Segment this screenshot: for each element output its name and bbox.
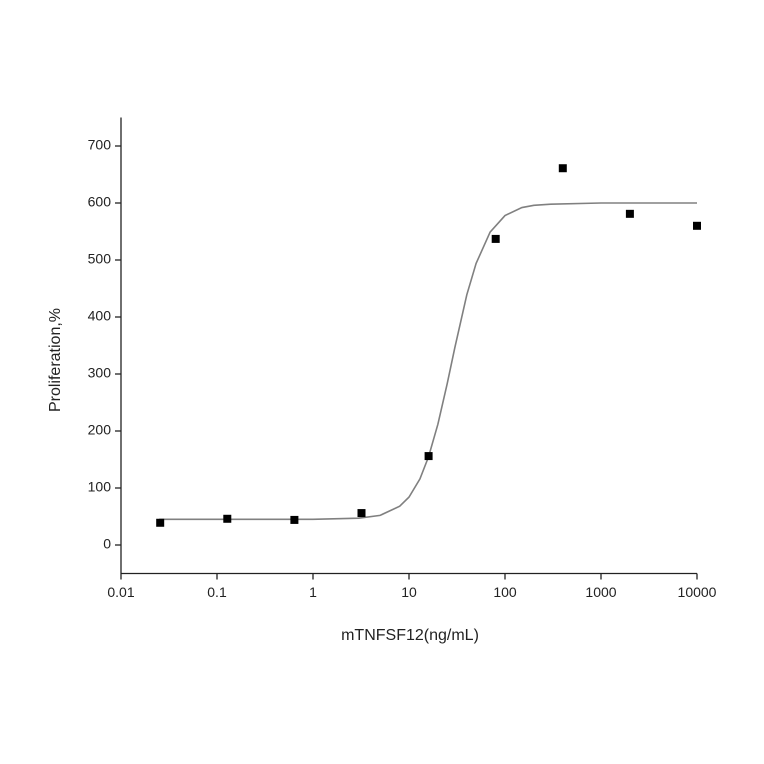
y-axis-title: Proliferation,% [47,308,64,412]
y-tick-label: 700 [88,137,112,153]
data-point [424,452,433,461]
x-tick-label: 1000 [585,584,616,600]
x-tick-label: 0.01 [107,584,134,600]
y-tick-label: 600 [88,194,112,210]
x-tick-label: 1 [309,584,317,600]
y-tick-label: 400 [88,308,112,324]
data-point [625,209,634,218]
y-tick-label: 500 [88,251,112,267]
data-point [558,164,567,173]
data-point [223,514,232,523]
x-axis-title: mTNFSF12(ng/mL) [341,627,479,644]
fit-curve [159,202,697,521]
x-tick-label: 10 [401,584,417,600]
data-point [491,234,500,243]
y-tick-label: 300 [88,365,112,381]
y-tick-label: 200 [88,422,112,438]
data-point [290,515,299,524]
data-point [693,221,701,230]
x-tick-label: 10000 [678,584,717,600]
x-tick-label: 100 [493,584,517,600]
x-tick-label: 0.1 [207,584,227,600]
data-point [357,509,366,518]
data-point [156,518,165,527]
y-tick-label: 0 [103,536,111,552]
y-tick-label: 100 [88,479,112,495]
